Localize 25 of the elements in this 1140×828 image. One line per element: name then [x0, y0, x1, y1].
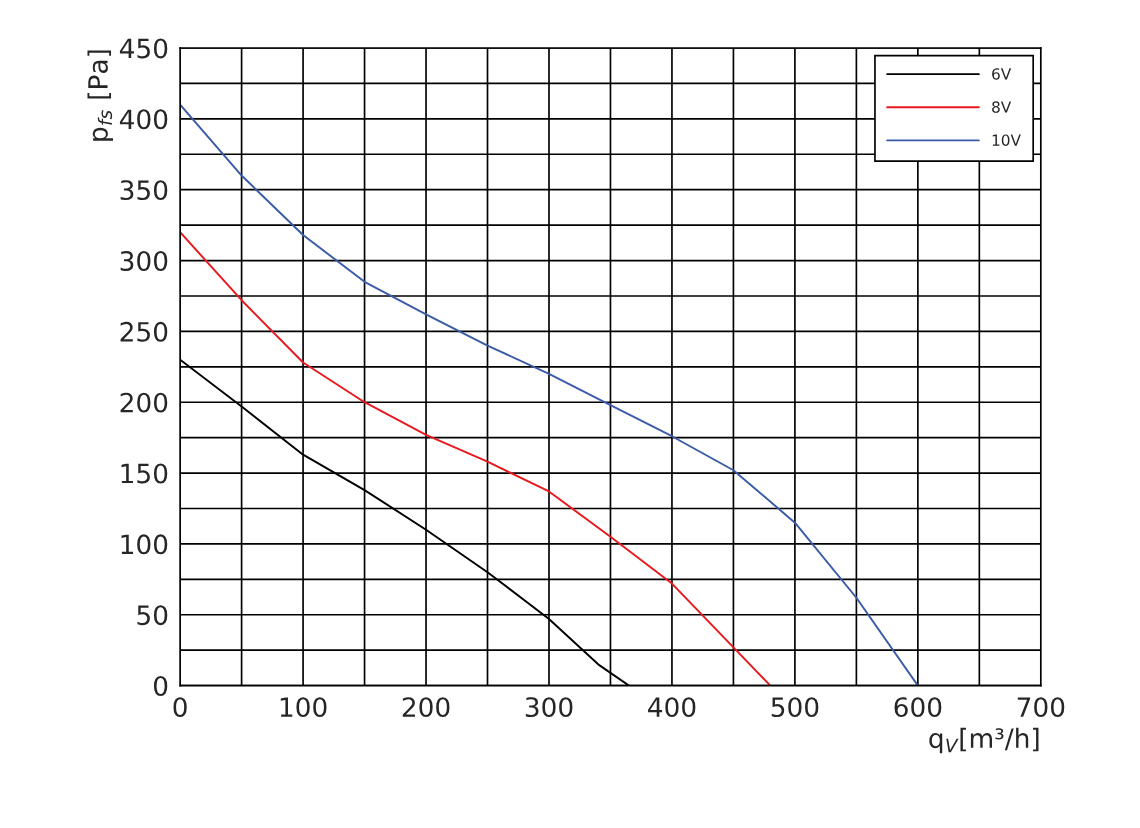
x-tick-label: 0: [173, 697, 187, 718]
y-tick-label: 250: [120, 321, 168, 342]
x-tick-label: 600: [894, 697, 942, 718]
y-tick-label: 350: [120, 180, 168, 201]
y-tick-label: 200: [120, 392, 168, 413]
y-tick-label: 0: [153, 676, 168, 696]
y-tick-label: 400: [119, 109, 168, 130]
y-axis-title: p$_{fs}$ [Pa]: [87, 50, 114, 141]
text: 6V: [992, 68, 1012, 80]
x-tick-label: 200: [402, 697, 450, 718]
text: 10V: [992, 134, 1021, 146]
x-tick-label: 400: [648, 697, 696, 718]
line-series: [180, 103, 919, 686]
y-tick-label: 100: [121, 534, 168, 555]
y-tick-label: 450: [119, 38, 168, 59]
x-axis-title: q$_{V}$[m³/h]: [929, 727, 1039, 754]
y-tick-label: 50: [137, 605, 168, 626]
text: 8V: [992, 101, 1012, 113]
x-tick-label: 100: [280, 697, 327, 718]
line-series: [180, 231, 772, 686]
y-tick-label: 300: [120, 250, 168, 271]
x-tick-label: 500: [771, 697, 819, 718]
y-tick-label: 150: [121, 463, 168, 484]
x-tick-label: 700: [1017, 697, 1065, 718]
x-tick-label: 300: [525, 697, 573, 718]
